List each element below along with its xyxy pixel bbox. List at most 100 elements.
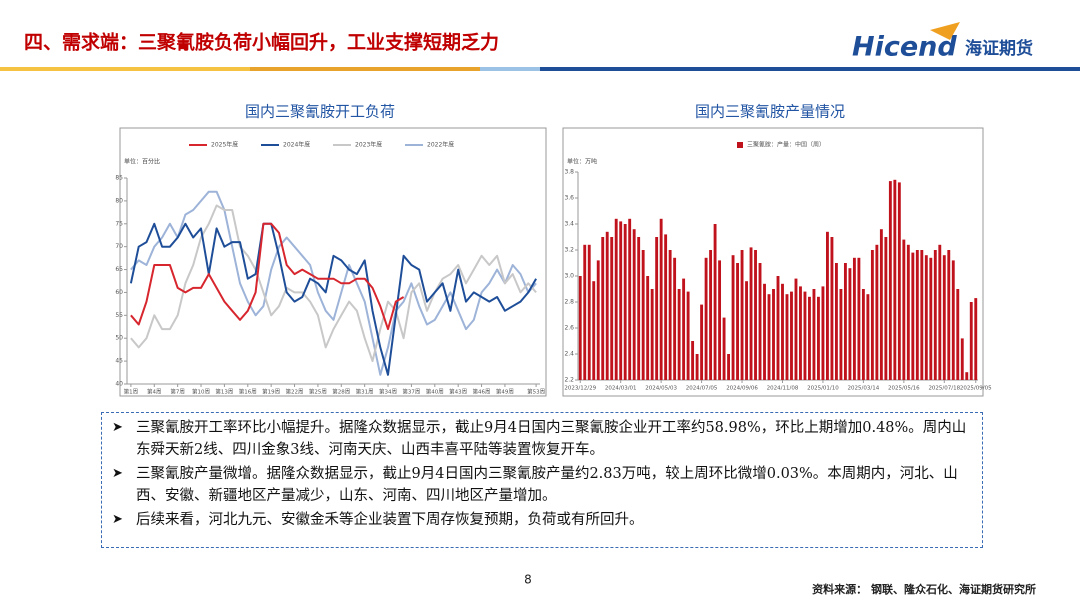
- chart-title: 国内三聚氰胺产量情况: [695, 103, 845, 121]
- bar: [785, 294, 789, 380]
- bar: [848, 268, 852, 380]
- bar: [857, 257, 861, 380]
- line-series: [129, 222, 537, 376]
- y-tick-label: 2.6: [564, 325, 574, 332]
- bar: [947, 250, 951, 380]
- y-tick-label: 3.8: [564, 169, 574, 176]
- bar: [803, 291, 807, 380]
- bar: [794, 278, 798, 380]
- bar: [812, 289, 816, 380]
- legend-swatch: [737, 142, 743, 148]
- bar: [659, 218, 663, 380]
- strip: [480, 67, 540, 71]
- bar: [623, 224, 627, 380]
- bar: [646, 276, 650, 380]
- bar: [920, 250, 924, 380]
- bar: [790, 291, 793, 380]
- x-tick-label: 第1周: [124, 388, 139, 396]
- x-tick-label: 2024/07/05: [686, 386, 718, 392]
- bar: [745, 281, 748, 380]
- x-tick-label: 2025/03/14: [848, 386, 880, 392]
- bar: [718, 260, 722, 380]
- bar: [826, 231, 829, 380]
- y-tick-label: 80: [115, 197, 123, 204]
- line-series: [130, 222, 405, 331]
- bar: [951, 260, 955, 380]
- x-tick-label: 2024/09/06: [726, 386, 758, 392]
- legend-label: 2024年度: [283, 141, 310, 149]
- y-tick-label: 3.0: [564, 273, 574, 280]
- bar: [749, 247, 753, 380]
- bar: [799, 286, 802, 380]
- bar: [776, 276, 780, 380]
- chart-frame: [562, 127, 984, 397]
- x-tick-label: 第53周: [527, 388, 545, 396]
- bar: [772, 289, 775, 380]
- y-tick-label: 75: [115, 220, 123, 227]
- bar: [704, 257, 708, 380]
- x-tick-label: 第7周: [170, 388, 185, 396]
- chart-frame: [119, 127, 547, 397]
- x-tick-label: 第16周: [239, 388, 257, 396]
- bar: [709, 250, 713, 380]
- line-series: [130, 204, 537, 363]
- bar: [641, 250, 645, 380]
- bar: [605, 231, 609, 380]
- bar: [924, 255, 928, 380]
- bar: [655, 237, 659, 380]
- strip: [0, 67, 250, 71]
- bar: [942, 255, 946, 380]
- x-tick-label: 第19周: [262, 388, 280, 396]
- x-tick-label: 2025/09/05: [960, 386, 992, 392]
- bar: [866, 294, 870, 380]
- x-tick-label: 第34周: [379, 388, 397, 396]
- bar: [938, 244, 942, 380]
- bar: [610, 237, 614, 380]
- bar: [861, 289, 865, 380]
- bar: [808, 296, 811, 380]
- chart-title: 国内三聚氰胺开工负荷: [245, 103, 395, 121]
- y-tick-label: 3.6: [564, 195, 574, 202]
- bar: [879, 229, 883, 380]
- bar: [834, 263, 838, 380]
- bar: [839, 289, 843, 380]
- y-tick-label: 60: [115, 289, 123, 296]
- x-tick-label: 第49周: [496, 388, 514, 396]
- bar: [830, 237, 834, 380]
- bar: [673, 257, 677, 380]
- y-tick-label: 3.4: [564, 221, 574, 228]
- bar: [637, 237, 641, 380]
- bar: [650, 289, 654, 380]
- bar: [583, 244, 587, 380]
- page-number: 8: [524, 573, 532, 587]
- bar: [632, 229, 636, 380]
- x-tick-label: 第22周: [286, 388, 304, 396]
- x-tick-label: 2024/11/08: [767, 386, 799, 392]
- bar: [758, 263, 762, 380]
- bar: [929, 257, 933, 380]
- y-tick-label: 3.2: [564, 247, 574, 254]
- bar: [884, 237, 888, 380]
- x-tick-label: 2024/03/01: [605, 386, 637, 392]
- bar: [956, 289, 960, 380]
- y-tick-label: 2.4: [564, 351, 574, 358]
- bar: [870, 250, 874, 380]
- bar: [695, 354, 699, 380]
- bar: [731, 255, 735, 380]
- bar: [682, 278, 686, 380]
- bar: [902, 239, 906, 380]
- bar: [781, 283, 784, 380]
- bar: [974, 298, 978, 380]
- bar: [664, 234, 668, 380]
- strip: [540, 67, 1080, 71]
- y-tick-label: 55: [115, 312, 123, 319]
- bar: [722, 317, 726, 380]
- x-tick-label: 第10周: [192, 388, 210, 396]
- x-tick-label: 第40周: [426, 388, 444, 396]
- bar: [843, 263, 847, 380]
- y-tick-label: 2.2: [564, 377, 574, 384]
- x-tick-label: 第43周: [449, 388, 467, 396]
- text-box: 三聚氰胺开工率环比小幅提升。据隆众数据显示，截止9月4日国内三聚氰胺企业开工率约…: [101, 412, 983, 548]
